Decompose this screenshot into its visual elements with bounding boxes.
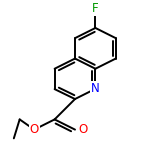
Text: O: O — [30, 123, 39, 136]
Text: O: O — [78, 123, 88, 136]
Text: N: N — [91, 82, 100, 95]
Text: F: F — [92, 2, 99, 15]
